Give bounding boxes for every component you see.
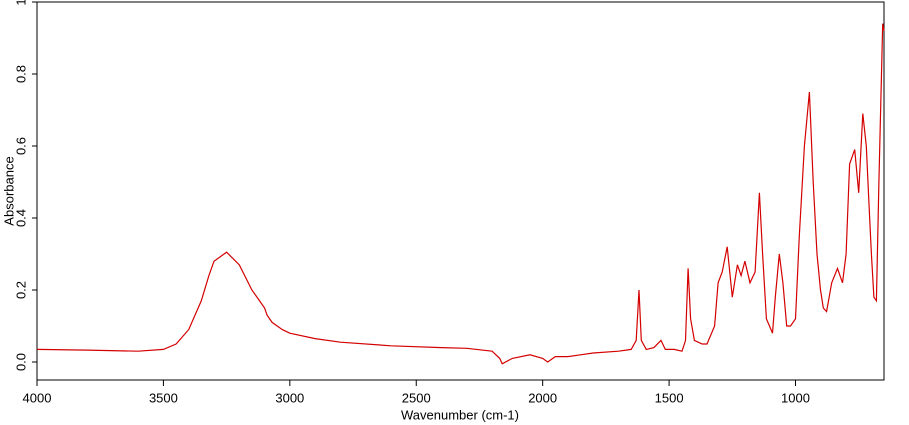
x-tick-label: 3500 (149, 390, 178, 405)
x-axis-label: Wavenumber (cm-1) (401, 407, 519, 422)
x-tick-label: 2000 (528, 390, 557, 405)
x-tick-label: 2500 (402, 390, 431, 405)
y-tick-label: 0.8 (13, 65, 28, 83)
x-tick-label: 3000 (275, 390, 304, 405)
x-tick-label: 4000 (23, 390, 52, 405)
y-tick-label: 1 (13, 0, 28, 6)
y-tick-label: 0.4 (13, 209, 28, 227)
y-axis-label: Absorbance (1, 156, 16, 225)
spectrum-line (36, 23, 885, 365)
plot-frame (36, 1, 885, 381)
y-tick-label: 0.2 (13, 281, 28, 299)
y-tick-label: 0.0 (13, 353, 28, 371)
x-tick-label: 1000 (781, 390, 810, 405)
x-tick-label: 1500 (655, 390, 684, 405)
y-tick-label: 0.6 (13, 137, 28, 155)
